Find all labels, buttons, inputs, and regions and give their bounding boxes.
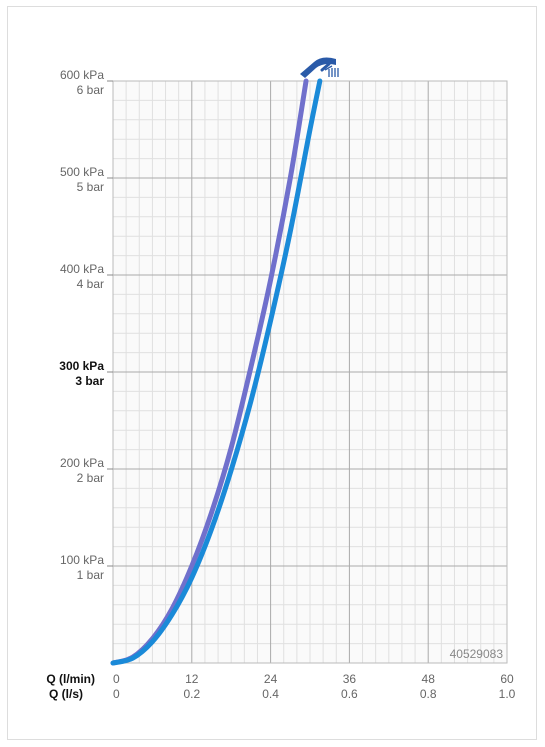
x-tick-label-ls: 0.6 [341,687,358,701]
y-tick-label-kpa: 600 kPa [60,68,104,82]
major-grid [113,81,507,663]
x-tick-label-lmin: 48 [422,672,436,686]
y-tick-label-kpa: 500 kPa [60,165,104,179]
x-tick-label-lmin: 12 [185,672,199,686]
y-tick-label-kpa: 200 kPa [60,456,104,470]
y-tick-label-bar: 4 bar [77,277,104,291]
series-layer [110,78,323,666]
y-tick-label-kpa: 400 kPa [60,262,104,276]
product-code: 40529083 [450,647,504,661]
x-tick-label-lmin: 24 [264,672,278,686]
y-tick-label-bar: 5 bar [77,180,104,194]
chart-frame [7,6,537,740]
y-tick-label-kpa: 100 kPa [60,553,104,567]
x-axis-secondary-label: Q (l/s) [49,687,83,701]
x-tick-label-lmin: 0 [113,672,120,686]
x-tick-label-ls: 1.0 [499,687,516,701]
x-tick-label-ls: 0.8 [420,687,437,701]
x-tick-label-lmin: 36 [343,672,357,686]
x-tick-label-ls: 0 [113,687,120,701]
shower-head-icon [300,57,339,78]
x-tick-label-lmin: 60 [500,672,514,686]
y-tick-label-kpa: 300 kPa [59,359,104,373]
y-tick-label-bar: 3 bar [75,374,104,388]
y-tick-label-bar: 2 bar [77,471,104,485]
y-tick-label-bar: 1 bar [77,568,104,582]
x-axis-primary-label: Q (l/min) [46,672,95,686]
series-line-2 [110,78,323,666]
y-tick-label-bar: 6 bar [77,83,104,97]
x-tick-label-ls: 0.4 [262,687,279,701]
x-axis-ticks: 0 12 24 36 48 60 0 0.2 0.4 0.6 0.8 1.0 [113,672,516,701]
x-tick-label-ls: 0.2 [183,687,200,701]
